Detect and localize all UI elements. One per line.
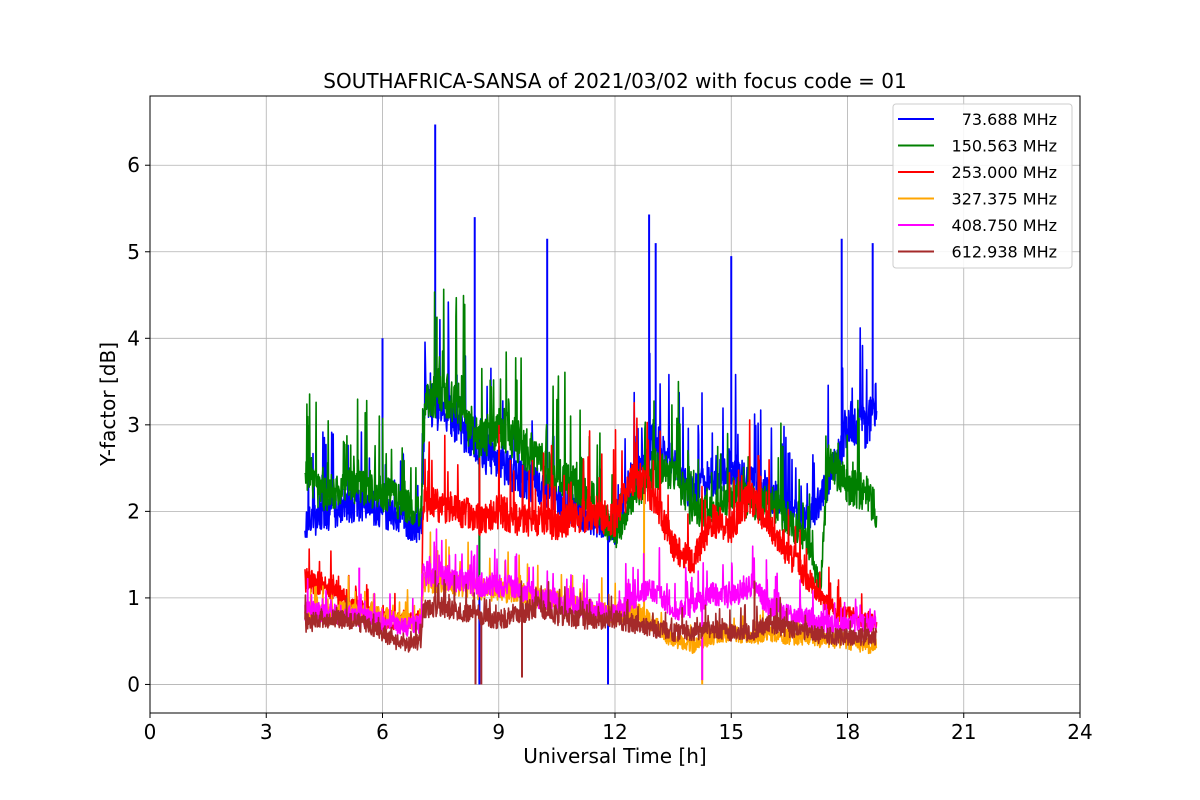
x-tick-label: 6 — [376, 720, 389, 744]
y-axis-label: Y-factor [dB] — [96, 342, 120, 467]
x-tick-label: 0 — [144, 720, 157, 744]
y-tick-label: 1 — [127, 586, 140, 610]
x-axis-label: Universal Time [h] — [523, 744, 706, 768]
x-tick-label: 24 — [1067, 720, 1092, 744]
x-tick-label: 18 — [835, 720, 860, 744]
y-tick-label: 0 — [127, 672, 140, 696]
chart-title: SOUTHAFRICA-SANSA of 2021/03/02 with foc… — [323, 69, 907, 93]
plot-series — [304, 124, 878, 685]
legend-label: 408.750 MHz — [952, 216, 1057, 235]
x-axis-ticks: 0 3 6 9 12 15 18 21 24 — [144, 713, 1093, 744]
legend-frame — [892, 103, 1073, 269]
y-tick-label: 3 — [127, 413, 140, 437]
y-tick-label: 2 — [127, 499, 140, 523]
series-line-4 — [304, 528, 878, 637]
legend-label: 150.563 MHz — [952, 137, 1057, 156]
legend-label: 327.375 MHz — [952, 190, 1057, 209]
series-line-1 — [304, 288, 878, 597]
y-axis-ticks: 0 1 2 3 4 5 6 — [127, 153, 150, 696]
x-tick-label: 15 — [719, 720, 744, 744]
x-tick-label: 12 — [602, 720, 627, 744]
series-line-5 — [304, 570, 878, 653]
y-tick-label: 6 — [127, 153, 140, 177]
legend-label: 73.688 MHz — [962, 110, 1057, 129]
x-tick-label: 3 — [260, 720, 273, 744]
legend-label: 253.000 MHz — [952, 163, 1057, 182]
y-tick-label: 4 — [127, 326, 140, 350]
x-tick-label: 9 — [492, 720, 505, 744]
x-tick-label: 21 — [951, 720, 976, 744]
legend-label: 612.938 MHz — [952, 243, 1057, 262]
legend: 73.688 MHz 150.563 MHz 253.000 MHz 327.375 … — [892, 103, 1073, 269]
y-tick-label: 5 — [127, 240, 140, 264]
